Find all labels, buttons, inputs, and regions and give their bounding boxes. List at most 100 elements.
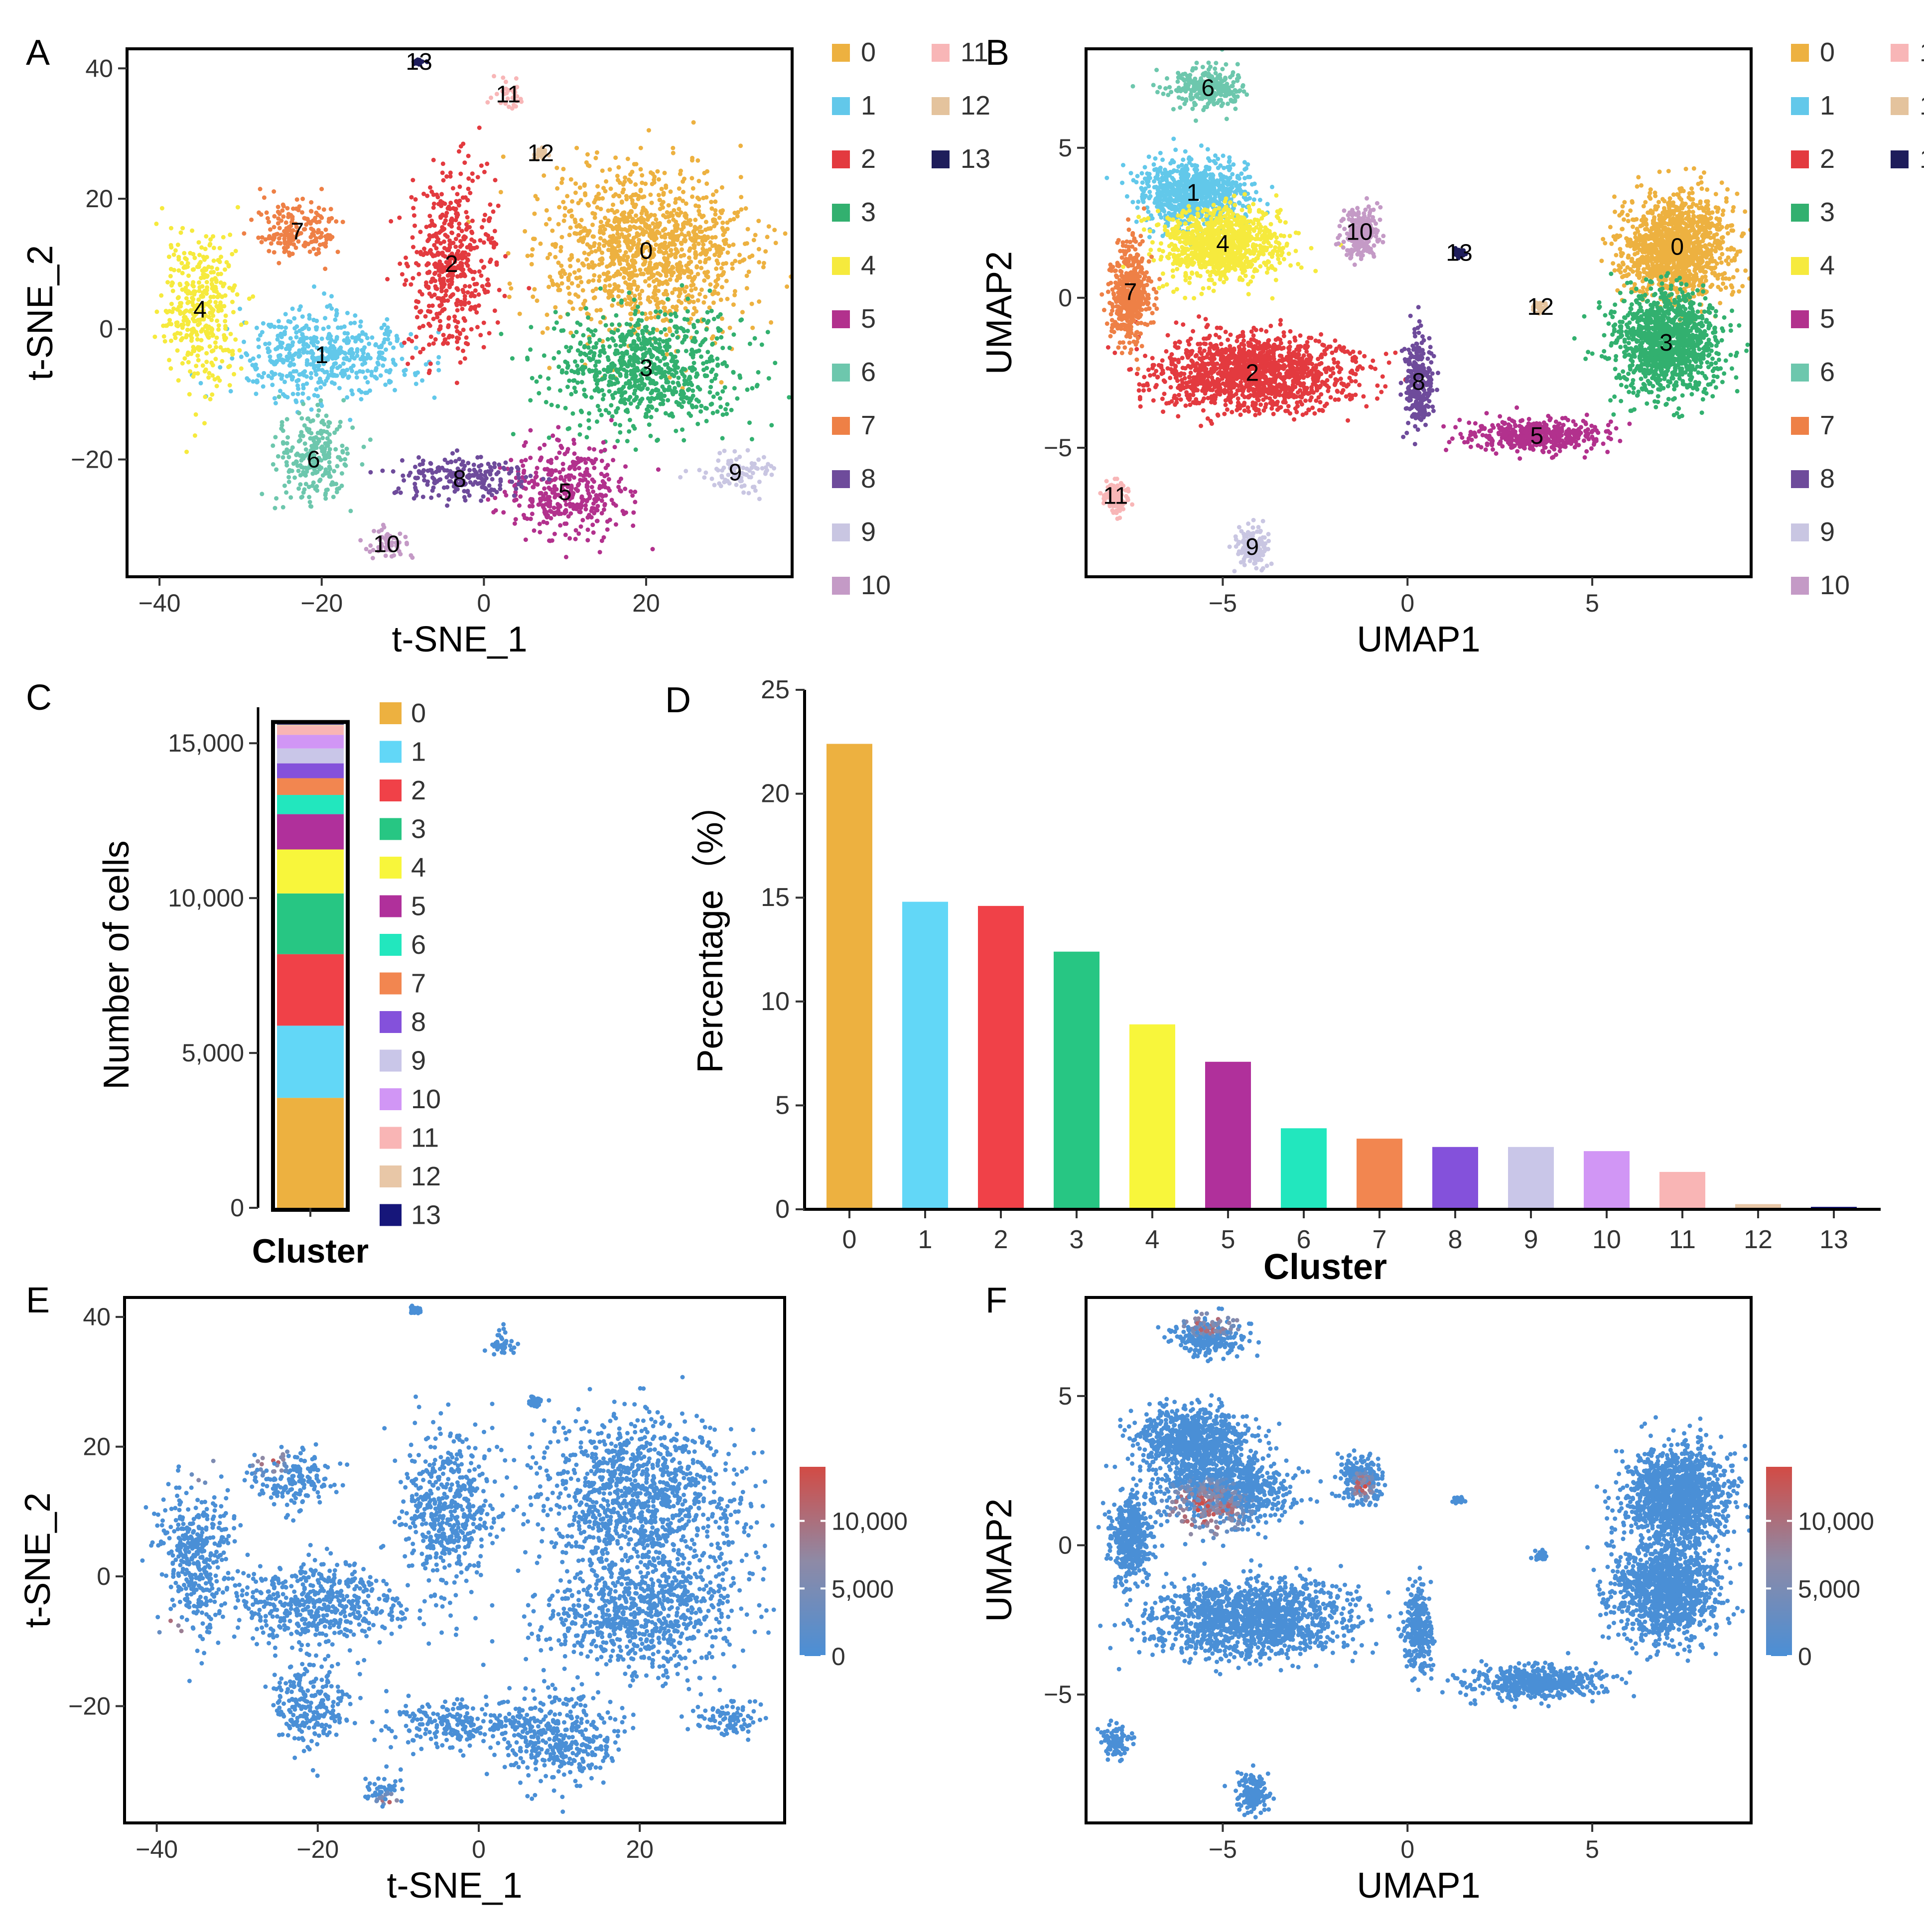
- point: [682, 438, 687, 443]
- point: [558, 245, 563, 250]
- point: [541, 477, 546, 482]
- point: [752, 336, 757, 341]
- point: [647, 422, 652, 427]
- point: [1725, 187, 1730, 192]
- point: [584, 485, 589, 490]
- point: [576, 482, 581, 487]
- point: [591, 296, 596, 301]
- point: [714, 336, 719, 341]
- point: [245, 353, 250, 358]
- point: [335, 250, 340, 255]
- point: [179, 338, 184, 343]
- point: [223, 326, 228, 331]
- point: [412, 213, 416, 218]
- point: [549, 402, 554, 407]
- point: [434, 246, 439, 251]
- point: [409, 195, 414, 200]
- point: [411, 245, 415, 250]
- point: [204, 255, 209, 259]
- point: [430, 254, 435, 258]
- point: [614, 368, 619, 373]
- point: [198, 381, 203, 386]
- point: [275, 205, 280, 209]
- point: [651, 295, 655, 300]
- point: [460, 306, 465, 311]
- point: [632, 258, 637, 263]
- point: [421, 474, 426, 479]
- point: [547, 386, 551, 391]
- point: [338, 457, 343, 462]
- point: [529, 253, 534, 258]
- point: [413, 346, 418, 351]
- point: [676, 401, 681, 406]
- point: [574, 145, 579, 150]
- point: [712, 218, 717, 222]
- point: [613, 155, 618, 160]
- point: [486, 237, 491, 242]
- point: [631, 254, 636, 259]
- point: [270, 383, 275, 387]
- point: [715, 409, 720, 414]
- panel-a-cluster-label: 12: [528, 140, 554, 166]
- point: [674, 329, 679, 334]
- point: [180, 270, 185, 275]
- panel-a-legend-label: 6: [861, 357, 876, 387]
- point: [326, 424, 331, 429]
- point: [695, 271, 700, 276]
- point: [282, 240, 287, 244]
- point: [432, 271, 437, 276]
- point: [605, 264, 609, 269]
- point: [470, 171, 475, 176]
- point: [586, 418, 591, 423]
- point: [586, 231, 591, 236]
- point: [604, 179, 609, 184]
- point: [222, 337, 227, 342]
- point: [676, 287, 681, 292]
- point: [643, 256, 648, 260]
- point: [345, 368, 350, 373]
- point: [656, 193, 661, 198]
- point: [294, 379, 299, 384]
- point: [327, 440, 332, 445]
- point: [578, 478, 583, 483]
- point: [257, 354, 262, 359]
- panel-a-y-tick-label: 40: [85, 54, 113, 82]
- point: [661, 191, 666, 195]
- point: [186, 273, 191, 278]
- point: [306, 416, 311, 421]
- point: [592, 212, 597, 217]
- point: [499, 332, 504, 336]
- point: [196, 358, 201, 363]
- point: [738, 143, 743, 148]
- point: [413, 373, 418, 378]
- point: [544, 208, 549, 213]
- point: [635, 231, 640, 236]
- point: [692, 274, 697, 279]
- point: [479, 273, 484, 278]
- point: [558, 523, 563, 528]
- point: [665, 297, 670, 302]
- point: [402, 373, 407, 377]
- point: [379, 325, 384, 330]
- point: [359, 338, 364, 343]
- point: [473, 480, 478, 485]
- point: [521, 513, 526, 517]
- point: [563, 532, 568, 537]
- point: [732, 292, 737, 297]
- point: [185, 327, 190, 332]
- point: [610, 322, 614, 327]
- point: [461, 348, 465, 353]
- point: [572, 359, 577, 364]
- point: [766, 376, 771, 381]
- point: [744, 241, 749, 246]
- point: [329, 380, 334, 385]
- point: [482, 486, 487, 491]
- point: [492, 74, 496, 79]
- point: [507, 294, 512, 299]
- point: [660, 350, 665, 355]
- point: [216, 376, 220, 380]
- point: [475, 175, 480, 180]
- point: [701, 368, 706, 373]
- point: [478, 473, 483, 478]
- point: [713, 212, 718, 217]
